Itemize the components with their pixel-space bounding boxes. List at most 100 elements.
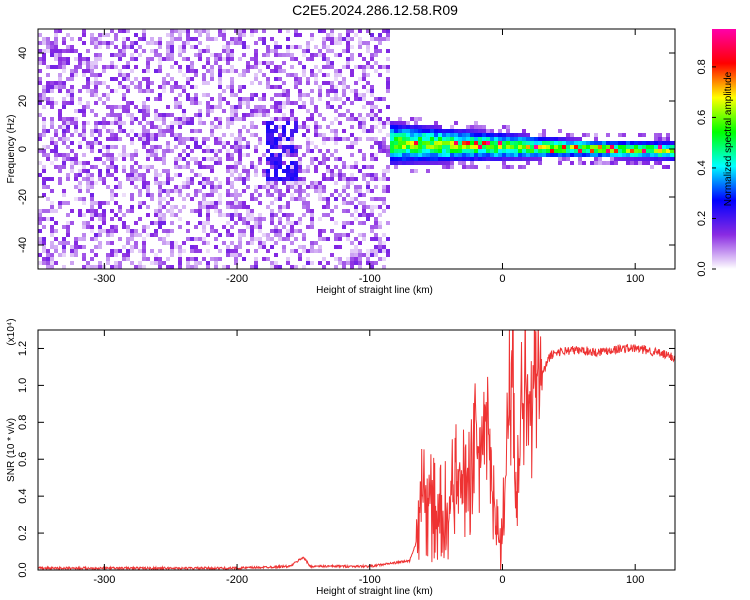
heatmap-cell (666, 141, 670, 145)
heatmap-cell (306, 225, 310, 229)
heatmap-cell (90, 145, 94, 149)
heatmap-cell (78, 109, 82, 113)
heatmap-cell (42, 149, 46, 153)
heatmap-cell (342, 137, 346, 141)
heatmap-cell (454, 141, 458, 145)
heatmap-cell (126, 37, 130, 41)
heatmap-cell (70, 121, 74, 125)
heatmap-cell (430, 149, 434, 153)
heatmap-cell (446, 153, 450, 157)
heatmap-cell (434, 121, 438, 125)
heatmap-cell (194, 97, 198, 101)
heatmap-cell (342, 177, 346, 181)
heatmap-cell (210, 73, 214, 77)
heatmap-cell (126, 253, 130, 257)
heatmap-cell (94, 201, 98, 205)
heatmap-cell (462, 133, 466, 137)
colorbar-ticks: 0.00.20.40.60.8 (696, 59, 716, 277)
heatmap-cell (202, 237, 206, 241)
heatmap-cell (318, 189, 322, 193)
heatmap-cell (90, 193, 94, 197)
heatmap-cell (262, 97, 266, 101)
heatmap-cell (538, 157, 542, 161)
heatmap-cell (654, 141, 658, 145)
heatmap-cell (82, 165, 86, 169)
heatmap-cell (370, 109, 374, 113)
heatmap-cell (186, 177, 190, 181)
heatmap-cell (138, 133, 142, 137)
heatmap-cell (418, 149, 422, 153)
heatmap-cell (414, 125, 418, 129)
heatmap-cell (206, 101, 210, 105)
heatmap-cell (386, 221, 390, 225)
heatmap-cell (514, 137, 518, 141)
heatmap-cell (90, 81, 94, 85)
heatmap-cell (138, 121, 142, 125)
heatmap-cell (274, 225, 278, 229)
heatmap-cell (182, 85, 186, 89)
heatmap-cell (58, 29, 62, 33)
heatmap-cell (162, 89, 166, 93)
heatmap-cell (114, 37, 118, 41)
heatmap-cell (478, 157, 482, 161)
heatmap-cell (370, 173, 374, 177)
heatmap-cell (238, 241, 242, 245)
heatmap-cell (538, 161, 542, 165)
heatmap-cell (618, 145, 622, 149)
heatmap-cell (158, 189, 162, 193)
heatmap-cell (38, 161, 42, 165)
heatmap-cell (94, 233, 98, 237)
heatmap-cell (298, 61, 302, 65)
heatmap-cell (222, 45, 226, 49)
heatmap-cell (170, 249, 174, 253)
heatmap-cell (42, 93, 46, 97)
heatmap-cell (286, 149, 290, 153)
heatmap-cell (266, 49, 270, 53)
heatmap-cell (482, 129, 486, 133)
heatmap-cell (494, 141, 498, 145)
heatmap-cell (326, 61, 330, 65)
heatmap-cell (326, 205, 330, 209)
heatmap-cell (522, 165, 526, 169)
heatmap-cell (242, 101, 246, 105)
heatmap-cell (250, 33, 254, 37)
heatmap-cell (310, 181, 314, 185)
heatmap-cell (266, 177, 270, 181)
heatmap-cell (370, 213, 374, 217)
heatmap-cell (670, 141, 674, 145)
heatmap-cell (502, 137, 506, 141)
heatmap-cell (322, 29, 326, 33)
heatmap-cell (622, 133, 626, 137)
heatmap-cell (66, 77, 70, 81)
heatmap-cell (318, 233, 322, 237)
heatmap-cell (118, 73, 122, 77)
heatmap-cell (278, 221, 282, 225)
heatmap-cell (242, 257, 246, 261)
heatmap-cell (170, 245, 174, 249)
heatmap-cell (150, 133, 154, 137)
heatmap-cell (86, 89, 90, 93)
heatmap-cell (654, 153, 658, 157)
heatmap-cell (326, 49, 330, 53)
heatmap-cell (278, 161, 282, 165)
heatmap-cell (426, 149, 430, 153)
heatmap-cell (222, 33, 226, 37)
heatmap-cell (98, 141, 102, 145)
heatmap-cell (254, 93, 258, 97)
heatmap-cell (198, 41, 202, 45)
heatmap-cell (286, 101, 290, 105)
heatmap-cell (38, 61, 42, 65)
heatmap-cell (146, 137, 150, 141)
heatmap-cell (78, 173, 82, 177)
heatmap-cell (314, 129, 318, 133)
heatmap-cell (302, 205, 306, 209)
heatmap-cell (294, 85, 298, 89)
heatmap-cell (74, 109, 78, 113)
heatmap-cell (550, 141, 554, 145)
heatmap-cell (38, 213, 42, 217)
heatmap-cell (190, 85, 194, 89)
heatmap-cell (386, 49, 390, 53)
heatmap-cell (530, 137, 534, 141)
heatmap-cell (482, 157, 486, 161)
heatmap-cell (506, 149, 510, 153)
